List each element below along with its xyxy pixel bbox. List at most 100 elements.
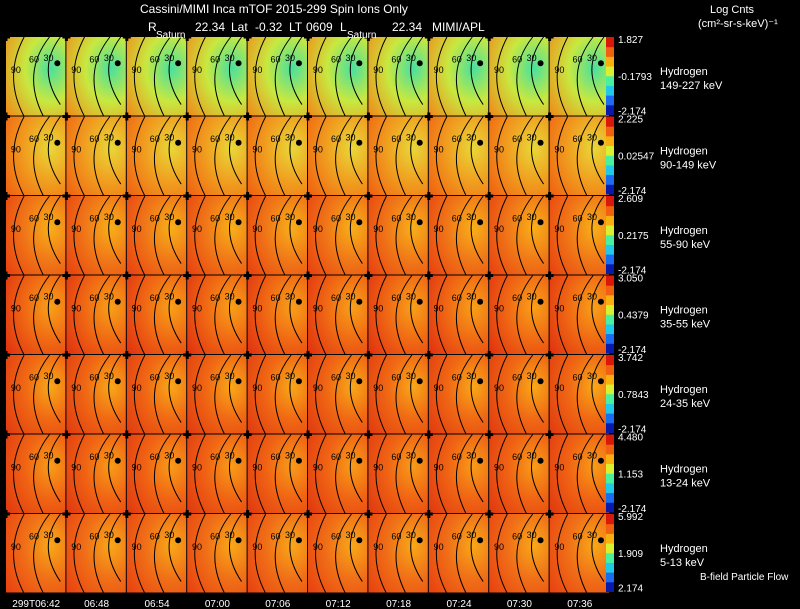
heatmap-panel xyxy=(247,196,307,275)
row-species-label: Hydrogen xyxy=(660,384,708,396)
heatmap-panel xyxy=(368,196,428,275)
contour-label-90: 90 xyxy=(373,383,383,393)
grid-cross xyxy=(183,271,192,280)
contour-line xyxy=(133,354,146,435)
grid-cross xyxy=(424,271,433,280)
contour-line xyxy=(556,513,569,594)
contour-label-90: 90 xyxy=(71,462,81,472)
contour-label-30: 30 xyxy=(466,132,476,142)
contour-label-30: 30 xyxy=(285,371,295,381)
contour-line xyxy=(93,116,111,197)
heatmap-panel xyxy=(66,116,126,195)
r-label: R xyxy=(148,20,157,34)
contour-label-60: 60 xyxy=(512,531,522,541)
contour-label-60: 60 xyxy=(512,54,522,64)
contour-label-60: 60 xyxy=(150,213,160,223)
org-label: MIMI/APL xyxy=(432,20,485,34)
contour-line xyxy=(410,354,424,423)
saturn-marker xyxy=(114,139,121,146)
contour-line xyxy=(133,36,146,117)
grid-cross xyxy=(364,112,373,121)
contour-line xyxy=(455,354,473,435)
colorbar-max-label: 4.480 xyxy=(618,433,643,444)
contour-label-30: 30 xyxy=(43,450,53,460)
heatmap-panel xyxy=(247,434,307,513)
colorbar-segment xyxy=(606,244,614,255)
grid-cross xyxy=(545,192,554,200)
contour-label-90: 90 xyxy=(494,144,504,154)
contour-label-90: 90 xyxy=(11,462,21,472)
contour-line xyxy=(576,275,594,356)
colorbar-segment xyxy=(606,323,614,335)
contour-label-90: 90 xyxy=(192,65,202,75)
contour-label-60: 60 xyxy=(210,134,220,144)
colorbar-mid-label: 1.909 xyxy=(618,549,643,560)
saturn-marker xyxy=(356,298,363,305)
heatmap-panel xyxy=(428,355,489,434)
grid-cross xyxy=(62,430,71,439)
contour-line xyxy=(254,354,267,435)
contour-line xyxy=(194,36,206,117)
contour-line xyxy=(375,434,387,515)
contour-line xyxy=(93,434,111,515)
contour-label-30: 30 xyxy=(406,291,416,301)
saturn-marker xyxy=(114,457,121,464)
contour-line xyxy=(13,36,25,117)
contour-label-60: 60 xyxy=(452,293,462,303)
contour-line xyxy=(73,354,85,435)
contour-line xyxy=(73,513,85,594)
contour-line xyxy=(455,513,473,594)
contour-line xyxy=(108,36,122,105)
contour-line xyxy=(516,275,534,356)
contour-label-90: 90 xyxy=(252,383,262,393)
contour-label-60: 60 xyxy=(331,54,341,64)
contour-label-60: 60 xyxy=(512,293,522,303)
contour-label-90: 90 xyxy=(313,224,323,234)
grid-cross xyxy=(304,33,312,41)
row-energy-label: 13-24 keV xyxy=(660,478,711,490)
contour-line xyxy=(591,36,605,105)
contour-line xyxy=(455,116,473,197)
saturn-marker xyxy=(537,378,544,385)
colorbar-segment xyxy=(606,85,614,96)
contour-label-90: 90 xyxy=(71,224,81,234)
grid-cross xyxy=(364,430,373,439)
heatmap-panel xyxy=(247,116,307,195)
heatmap-panel xyxy=(428,37,489,116)
contour-line xyxy=(47,116,61,185)
contour-label-60: 60 xyxy=(331,372,341,382)
contour-label-90: 90 xyxy=(494,303,504,313)
colorbar-segment xyxy=(606,46,614,57)
saturn-marker xyxy=(54,457,61,464)
contour-label-30: 30 xyxy=(43,291,53,301)
l-label: L xyxy=(340,20,347,34)
contour-line xyxy=(274,116,292,197)
saturn-marker xyxy=(295,60,302,67)
saturn-marker xyxy=(235,139,242,146)
contour-label-30: 30 xyxy=(225,450,235,460)
contour-line xyxy=(47,354,61,423)
contour-line xyxy=(214,275,232,356)
grid-cross xyxy=(122,510,131,518)
heatmap-panel xyxy=(187,116,247,195)
contour-label-30: 30 xyxy=(587,371,597,381)
grid-cross xyxy=(2,112,10,121)
contour-label-30: 30 xyxy=(587,53,597,63)
contour-line xyxy=(229,354,242,423)
saturn-marker xyxy=(54,298,61,305)
contour-line xyxy=(496,275,508,356)
contour-line xyxy=(349,195,363,264)
contour-label-60: 60 xyxy=(271,293,281,303)
contour-line xyxy=(410,36,424,105)
contour-label-30: 30 xyxy=(466,450,476,460)
contour-label-90: 90 xyxy=(71,383,81,393)
colorbar-min-label: -2.174 xyxy=(618,186,647,197)
contour-line xyxy=(315,36,327,117)
saturn-marker xyxy=(114,378,121,385)
contour-label-90: 90 xyxy=(11,65,21,75)
contour-line xyxy=(194,354,206,435)
lat-label: Lat xyxy=(231,20,248,34)
row-energy-label: 55-90 keV xyxy=(660,239,711,251)
contour-line xyxy=(93,36,111,117)
